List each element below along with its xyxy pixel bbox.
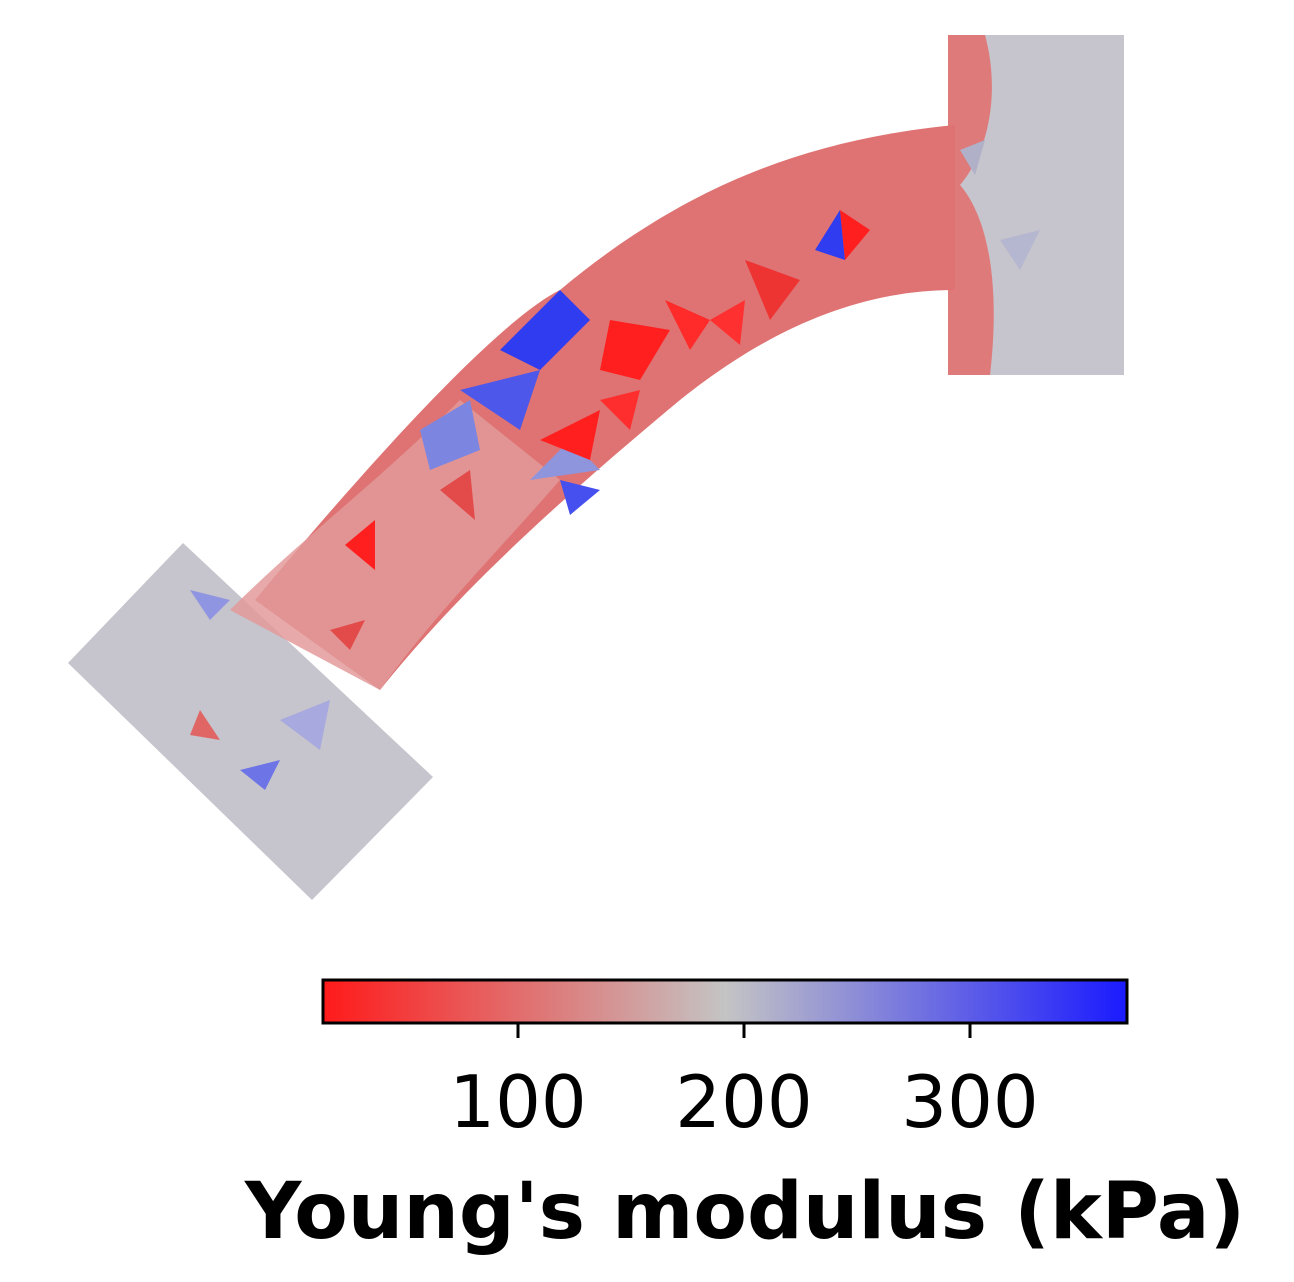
colorbar-title: Young's modulus (kPa) bbox=[244, 1167, 1245, 1257]
mesh-element bbox=[530, 440, 600, 480]
colorbar-tick-label: 100 bbox=[449, 1060, 586, 1144]
mesh-element bbox=[440, 470, 475, 520]
mesh-element bbox=[345, 520, 375, 570]
mesh-element bbox=[240, 760, 280, 790]
colorbar-gradient bbox=[321, 978, 1129, 1025]
mesh-element bbox=[560, 480, 600, 515]
mesh-element bbox=[190, 590, 230, 620]
mesh-element bbox=[280, 700, 330, 750]
mesh-element bbox=[665, 300, 710, 350]
mesh-element bbox=[840, 210, 870, 260]
mesh-element bbox=[600, 390, 640, 430]
mesh-element bbox=[330, 620, 365, 650]
mesh-element bbox=[500, 290, 590, 370]
colorbar-ticks: 100 200 300 bbox=[449, 1023, 1039, 1144]
colorbar-tick-label: 300 bbox=[901, 1060, 1038, 1144]
fem-mesh bbox=[68, 35, 1124, 900]
mesh-element bbox=[745, 260, 800, 320]
left-grip-block bbox=[68, 543, 433, 900]
colorbar-tick-label: 200 bbox=[675, 1060, 812, 1144]
mesh-element bbox=[960, 140, 985, 175]
beam-transition-region bbox=[230, 400, 560, 690]
mesh-elements bbox=[190, 140, 1040, 790]
mesh-element bbox=[815, 210, 845, 260]
mesh-element bbox=[600, 320, 670, 380]
mesh-element bbox=[190, 710, 220, 740]
colorbar: 100 200 300 Young's modulus (kPa) bbox=[244, 978, 1245, 1257]
mesh-element bbox=[1000, 230, 1040, 270]
mesh-element bbox=[710, 300, 745, 345]
right-grip-red-region bbox=[948, 35, 994, 375]
mesh-element bbox=[460, 370, 540, 430]
mesh-element bbox=[540, 410, 600, 460]
mesh-element bbox=[420, 400, 480, 470]
